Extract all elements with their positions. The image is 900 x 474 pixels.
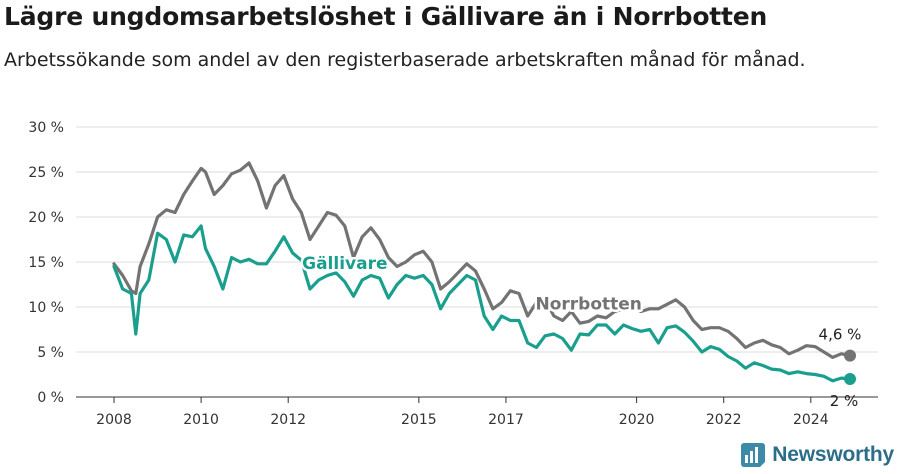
chart-subtitle: Arbetssökande som andel av den registerb… <box>4 49 806 71</box>
x-tick-label: 2015 <box>401 412 437 428</box>
x-tick-label: 2008 <box>96 412 132 428</box>
series-labels: 4,6 % 2 % Gällivare Norrbotten <box>300 252 862 410</box>
brand: Newsworthy <box>740 442 894 468</box>
y-tick-label: 30 % <box>28 120 64 136</box>
x-tick-label: 2017 <box>488 412 524 428</box>
series-label-gllivare: Gällivare <box>302 254 387 274</box>
y-tick-label: 15 % <box>28 255 64 271</box>
end-point-marker <box>844 349 856 362</box>
newsworthy-logo-icon <box>741 443 766 467</box>
end-value-label: 4,6 % <box>819 326 862 344</box>
x-axis-ticks: 2008 2010 2012 2015 2017 2020 2022 2024 <box>96 397 829 428</box>
series-line-gllivare <box>112 224 852 383</box>
x-tick-label: 2020 <box>619 412 655 428</box>
series-label-norrbotten: Norrbotten <box>535 295 641 315</box>
y-tick-label: 10 % <box>28 300 64 316</box>
y-tick-label: 5 % <box>37 345 64 361</box>
y-tick-label: 20 % <box>28 210 64 226</box>
y-tick-label: 25 % <box>28 165 64 181</box>
x-tick-label: 2012 <box>270 412 306 428</box>
chart-title: Lägre ungdomsarbetslöshet i Gällivare än… <box>4 2 768 31</box>
series-line-norrbotten <box>112 161 852 359</box>
y-tick-label: 0 % <box>37 390 64 406</box>
x-tick-label: 2010 <box>183 412 219 428</box>
brand-name: Newsworthy <box>772 443 894 466</box>
gridlines <box>76 126 878 398</box>
x-tick-label: 2022 <box>706 412 742 428</box>
series-lines <box>112 161 856 385</box>
x-tick-label: 2024 <box>793 412 829 428</box>
end-point-marker <box>844 373 856 385</box>
y-axis-ticks: 0 % 5 % 10 % 15 % 20 % 25 % 30 % <box>28 120 64 406</box>
end-value-label: 2 % <box>830 392 859 410</box>
